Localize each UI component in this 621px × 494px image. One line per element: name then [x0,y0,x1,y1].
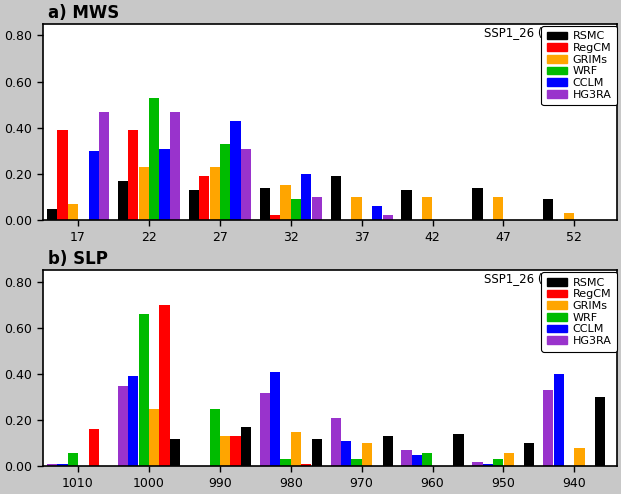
Bar [473,188,483,220]
Bar [270,215,280,220]
Bar [241,427,251,466]
Bar [291,432,301,466]
Bar [160,305,170,466]
Bar [301,464,311,466]
Bar [422,197,432,220]
Legend: RSMC, RegCM, GRIMs, WRF, CCLM, HG3RA: RSMC, RegCM, GRIMs, WRF, CCLM, HG3RA [542,272,617,352]
Bar [504,453,514,466]
Bar [89,429,99,466]
Bar [260,393,270,466]
Bar [453,434,464,466]
Bar [149,98,159,220]
Bar [189,190,199,220]
Text: SSP1_26 (2031-2060): SSP1_26 (2031-2060) [484,272,611,285]
Bar [68,204,78,220]
Bar [401,190,412,220]
Bar [118,386,128,466]
Bar [138,167,149,220]
Bar [199,176,209,220]
Bar [89,151,99,220]
Bar [372,206,383,220]
Bar [230,436,240,466]
Bar [412,455,422,466]
Bar [312,197,322,220]
Bar [138,314,149,466]
Bar [99,112,109,220]
Bar [574,448,584,466]
Bar [543,390,553,466]
Bar [47,208,57,220]
Bar [170,439,180,466]
Bar [209,409,220,466]
Bar [170,112,180,220]
Bar [68,453,78,466]
Bar [220,436,230,466]
Text: a) MWS: a) MWS [48,4,120,22]
Bar [160,149,170,220]
Bar [301,174,311,220]
Bar [270,372,280,466]
Text: b) SLP: b) SLP [48,250,108,268]
Bar [128,376,138,466]
Legend: RSMC, RegCM, GRIMs, WRF, CCLM, HG3RA: RSMC, RegCM, GRIMs, WRF, CCLM, HG3RA [542,26,617,105]
Bar [483,464,493,466]
Bar [281,185,291,220]
Bar [473,462,483,466]
Bar [118,181,128,220]
Bar [220,144,230,220]
Bar [291,200,301,220]
Bar [351,459,361,466]
Bar [312,439,322,466]
Bar [351,197,361,220]
Bar [595,397,605,466]
Bar [128,130,138,220]
Bar [553,374,564,466]
Bar [524,443,535,466]
Bar [260,188,270,220]
Bar [230,121,240,220]
Bar [361,443,372,466]
Bar [341,441,351,466]
Bar [57,464,68,466]
Bar [330,418,341,466]
Bar [57,130,68,220]
Bar [493,197,503,220]
Text: SSP1_26 (2031-2060): SSP1_26 (2031-2060) [484,26,611,39]
Bar [543,200,553,220]
Bar [47,464,57,466]
Bar [564,213,574,220]
Bar [401,450,412,466]
Bar [281,459,291,466]
Bar [241,149,251,220]
Bar [422,453,432,466]
Bar [149,409,159,466]
Bar [383,215,392,220]
Bar [330,176,341,220]
Bar [383,436,392,466]
Bar [493,459,503,466]
Bar [209,167,220,220]
